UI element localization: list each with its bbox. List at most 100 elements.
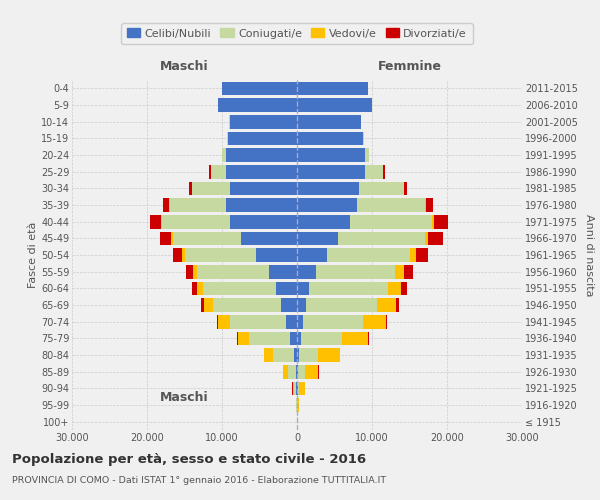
Bar xyxy=(188,182,192,195)
Bar xyxy=(173,232,241,245)
Bar xyxy=(428,232,443,245)
Bar xyxy=(281,298,297,312)
Bar xyxy=(297,248,327,262)
Bar xyxy=(182,248,185,262)
Bar xyxy=(218,98,297,112)
Bar xyxy=(317,348,340,362)
Bar xyxy=(425,198,433,212)
Bar xyxy=(290,332,297,345)
Bar xyxy=(197,282,203,295)
Bar xyxy=(338,232,425,245)
Bar xyxy=(363,132,364,145)
Bar xyxy=(297,298,306,312)
Bar xyxy=(226,148,297,162)
Legend: Celibi/Nubili, Coniugati/e, Vedovi/e, Divorziati/e: Celibi/Nubili, Coniugati/e, Vedovi/e, Di… xyxy=(121,22,473,44)
Bar xyxy=(296,382,297,395)
Text: Maschi: Maschi xyxy=(160,392,209,404)
Bar xyxy=(169,198,170,212)
Bar xyxy=(294,348,297,362)
Bar xyxy=(276,282,297,295)
Bar xyxy=(396,298,399,312)
Bar xyxy=(193,265,197,278)
Bar xyxy=(388,282,401,295)
Bar xyxy=(297,165,365,178)
Bar xyxy=(172,232,173,245)
Bar xyxy=(226,198,297,212)
Bar xyxy=(226,165,297,178)
Bar xyxy=(185,248,256,262)
Bar xyxy=(222,148,226,162)
Bar xyxy=(286,315,297,328)
Bar xyxy=(297,132,363,145)
Bar xyxy=(297,282,309,295)
Bar xyxy=(395,265,404,278)
Bar xyxy=(434,215,448,228)
Bar xyxy=(383,165,385,178)
Bar xyxy=(298,365,305,378)
Bar xyxy=(211,165,226,178)
Bar xyxy=(209,165,211,178)
Bar xyxy=(363,315,386,328)
Y-axis label: Anni di nascita: Anni di nascita xyxy=(584,214,595,296)
Bar xyxy=(218,315,229,328)
Bar xyxy=(186,265,193,278)
Bar xyxy=(297,365,298,378)
Bar xyxy=(415,248,427,262)
Bar xyxy=(432,215,434,228)
Bar xyxy=(229,115,297,128)
Bar xyxy=(197,265,269,278)
Bar xyxy=(297,115,361,128)
Bar xyxy=(297,315,303,328)
Bar xyxy=(256,248,297,262)
Y-axis label: Fasce di età: Fasce di età xyxy=(28,222,38,288)
Bar xyxy=(305,365,319,378)
Bar xyxy=(327,248,409,262)
Bar xyxy=(192,182,229,195)
Bar xyxy=(377,298,396,312)
Bar xyxy=(162,215,229,228)
Bar xyxy=(163,198,169,212)
Bar xyxy=(342,332,368,345)
Bar xyxy=(160,232,172,245)
Bar xyxy=(297,332,301,345)
Bar xyxy=(201,298,204,312)
Bar xyxy=(288,365,296,378)
Bar xyxy=(217,315,218,328)
Bar xyxy=(297,82,368,95)
Bar xyxy=(297,148,365,162)
Bar xyxy=(294,382,296,395)
Bar xyxy=(296,365,297,378)
Bar xyxy=(238,332,249,345)
Bar xyxy=(229,215,297,228)
Bar xyxy=(409,248,415,262)
Bar xyxy=(237,332,238,345)
Bar xyxy=(297,198,357,212)
Bar xyxy=(299,382,305,395)
Text: Femmine: Femmine xyxy=(377,60,442,73)
Bar xyxy=(297,348,299,362)
Bar xyxy=(228,132,297,145)
Bar xyxy=(249,332,290,345)
Bar xyxy=(309,282,388,295)
Bar xyxy=(269,265,297,278)
Bar xyxy=(293,382,294,395)
Bar xyxy=(213,298,281,312)
Bar xyxy=(273,348,294,362)
Bar xyxy=(264,348,273,362)
Bar xyxy=(298,382,299,395)
Bar xyxy=(301,332,342,345)
Bar xyxy=(170,198,226,212)
Text: Maschi: Maschi xyxy=(160,60,209,73)
Bar xyxy=(349,215,432,228)
Bar xyxy=(368,332,369,345)
Bar xyxy=(404,182,407,195)
Bar xyxy=(404,265,413,278)
Text: PROVINCIA DI COMO - Dati ISTAT 1° gennaio 2016 - Elaborazione TUTTITALIA.IT: PROVINCIA DI COMO - Dati ISTAT 1° gennai… xyxy=(12,476,386,485)
Bar xyxy=(425,232,428,245)
Bar xyxy=(303,315,363,328)
Bar xyxy=(299,348,317,362)
Bar xyxy=(365,165,383,178)
Bar xyxy=(297,265,316,278)
Bar xyxy=(359,182,404,195)
Bar xyxy=(306,298,377,312)
